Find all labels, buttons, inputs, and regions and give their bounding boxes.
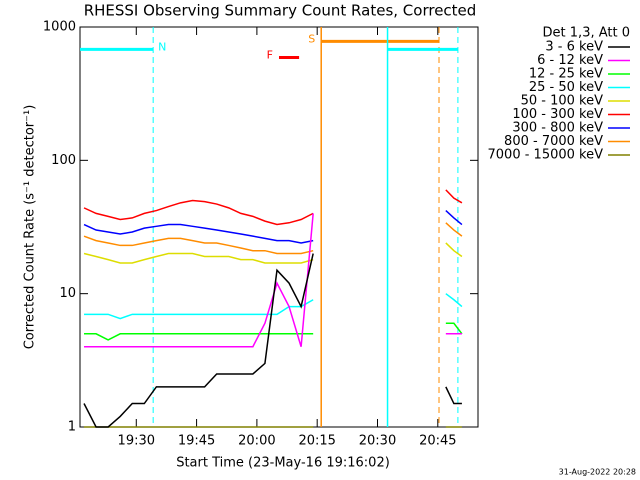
legend-label: 3 - 6 keV — [545, 40, 603, 55]
series-line — [84, 333, 314, 341]
legend-label: 50 - 100 keV — [521, 94, 604, 109]
series-line — [445, 210, 463, 226]
flag-label: N — [158, 40, 166, 53]
footer: 31-Aug-2022 20:28 — [559, 468, 636, 477]
y-tick-label: 100 — [51, 153, 76, 168]
flag-label: F — [267, 49, 273, 62]
x-tick-label: 19:30 — [118, 434, 155, 449]
series-line — [83, 223, 314, 244]
series-line — [83, 253, 314, 428]
flag-label: S — [308, 32, 315, 45]
series-line — [83, 252, 314, 264]
x-tick-label: 20:00 — [238, 434, 275, 449]
series-line — [445, 322, 463, 335]
legend-label: 100 - 300 keV — [512, 107, 603, 122]
legend-label: 7000 - 15000 keV — [488, 148, 604, 163]
series-line — [445, 293, 463, 308]
x-tick-label: 20:15 — [298, 434, 335, 449]
x-axis-label: Start Time (23-May-16 19:16:02) — [176, 456, 390, 471]
y-axis-label: Corrected Count Rate (s⁻¹ detector⁻¹) — [23, 105, 38, 350]
y-tick-label: 1 — [68, 420, 76, 435]
series-line — [445, 386, 462, 405]
chart-title: RHESSI Observing Summary Count Rates, Co… — [84, 2, 477, 20]
y-tick-label: 10 — [59, 286, 76, 301]
legend-label: 300 - 800 keV — [512, 121, 603, 136]
legend-title: Det 1,3, Att 0 — [543, 26, 630, 41]
series-line — [84, 299, 314, 320]
plot-frame — [79, 26, 479, 428]
legend-label: 6 - 12 keV — [537, 53, 603, 68]
legend-label: 12 - 25 keV — [529, 67, 603, 82]
y-tick-label: 1000 — [43, 20, 76, 35]
series-line — [445, 222, 463, 237]
series-line — [83, 199, 314, 226]
series-line — [83, 235, 314, 255]
x-tick-label: 19:45 — [178, 434, 215, 449]
x-tick-label: 20:45 — [419, 434, 456, 449]
series-line — [445, 242, 463, 258]
x-tick-label: 20:30 — [359, 434, 396, 449]
series-line — [445, 189, 463, 204]
legend-label: 800 - 7000 keV — [504, 134, 603, 149]
legend-label: 25 - 50 keV — [529, 80, 603, 95]
